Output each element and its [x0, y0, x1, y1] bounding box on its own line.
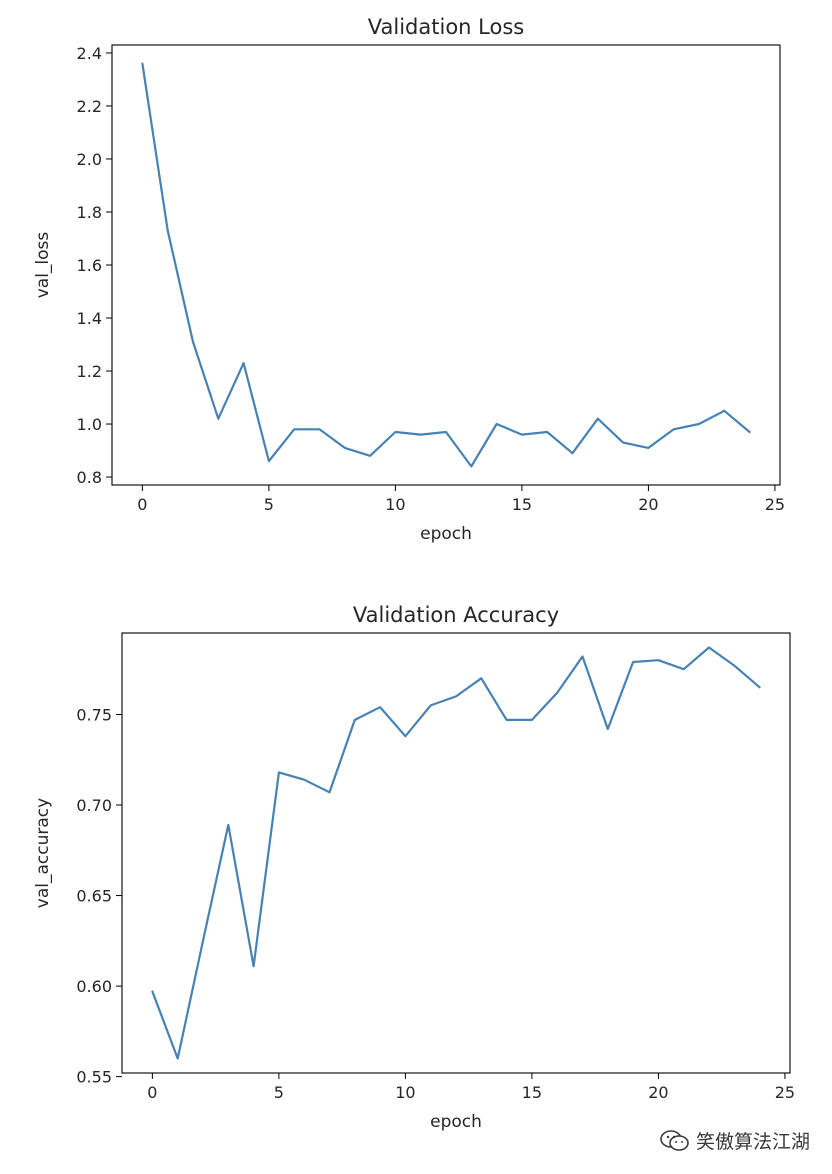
chart-1-axes-frame — [111, 44, 781, 486]
chart-1-y-tick-label: 2.0 — [77, 150, 102, 169]
chart-1-y-tick-label: 2.4 — [77, 44, 102, 63]
chart-2-x-tick-label: 25 — [775, 1083, 795, 1102]
chart-1-title: Validation Loss — [368, 15, 524, 39]
chart-1-y-tick-label: 1.6 — [77, 256, 102, 275]
wechat-icon — [660, 1129, 689, 1151]
chart-2-y-tick-label: 0.70 — [76, 796, 112, 815]
chart-1-series-line — [141, 62, 751, 468]
chart-1-x-tick-label: 15 — [512, 495, 532, 514]
chart-2-series-line — [151, 646, 761, 1060]
chart-1-y-tick-label: 2.2 — [77, 97, 102, 116]
chart-1-x-axis-label: epoch — [420, 524, 472, 544]
chart-2-y-tick-label: 0.55 — [76, 1068, 112, 1087]
chart-1-y-tick-label: 0.8 — [77, 468, 102, 487]
chart-1-y-tick-label: 1.2 — [77, 362, 102, 381]
chart-2-x-tick-label: 20 — [648, 1083, 668, 1102]
chart-2-x-tick-label: 0 — [147, 1083, 157, 1102]
chart-2-y-tick-label: 0.75 — [76, 705, 112, 724]
chart-2-x-axis-label: epoch — [430, 1112, 482, 1132]
chart-2-axes-frame — [121, 632, 791, 1074]
chart-2-x-tick-label: 10 — [395, 1083, 415, 1102]
chart-1-x-tick-label: 25 — [765, 495, 785, 514]
chart-1-y-axis-label: val_loss — [33, 232, 53, 299]
chart-2-title: Validation Accuracy — [353, 603, 559, 627]
watermark-text: 笑傲算法江湖 — [695, 1131, 810, 1153]
chart-1-x-tick-label: 10 — [385, 495, 405, 514]
chart-1-x-tick-label: 20 — [638, 495, 658, 514]
chart-2-x-tick-label: 15 — [522, 1083, 542, 1102]
chart-2-y-tick-label: 0.65 — [76, 887, 112, 906]
chart-1-x-tick-label: 0 — [137, 495, 147, 514]
chart-1-y-tick-label: 1.0 — [77, 415, 102, 434]
chart-2-y-axis-label: val_accuracy — [33, 798, 53, 908]
watermark: 笑傲算法江湖 — [660, 1127, 810, 1154]
chart-1-y-tick-label: 1.8 — [77, 203, 102, 222]
chart-2-x-tick-label: 5 — [274, 1083, 284, 1102]
chart-2-y-tick-label: 0.60 — [76, 977, 112, 996]
chart-1-y-tick-label: 1.4 — [77, 309, 102, 328]
chart-1-x-tick-label: 5 — [264, 495, 274, 514]
